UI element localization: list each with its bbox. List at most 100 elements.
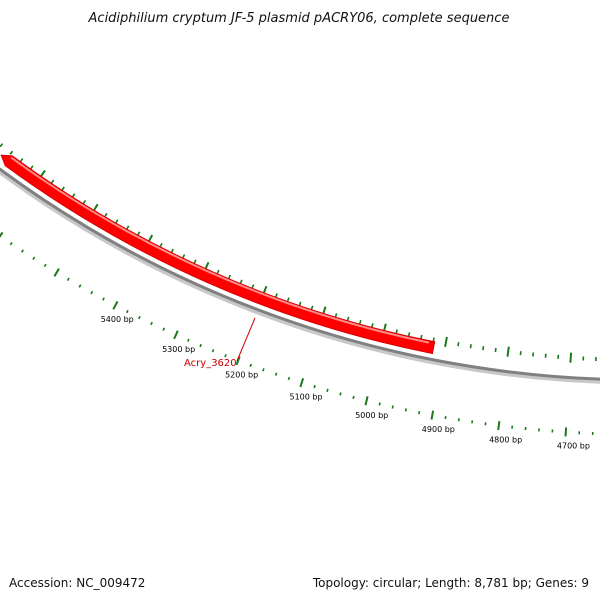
inner-tick-12: [482, 346, 485, 351]
outer-tick-18: [391, 405, 394, 409]
accession-text: Accession: NC_009472: [9, 576, 145, 590]
outer-tick-33: [199, 343, 202, 348]
inner-tick-24: [334, 313, 338, 318]
outer-tick-48: [20, 249, 24, 253]
inner-tick-16: [432, 337, 435, 342]
scale-label-5200: 5200 bp: [225, 371, 258, 380]
outer-tick-41: [102, 297, 105, 301]
inner-tick-52: [19, 158, 24, 163]
inner-tick-51: [29, 165, 34, 170]
outer-tick-ring: [0, 231, 594, 437]
inner-tick-23: [346, 316, 350, 321]
scale-label-5300: 5300 bp: [162, 345, 195, 354]
gene-acry-3620[interactable]: [0, 154, 436, 355]
outer-tick-37: [150, 321, 153, 326]
inner-tick-36: [193, 259, 197, 264]
inner-tick-15: [444, 336, 448, 347]
gene-highlight-acry-3620: [10, 156, 430, 344]
inner-tick-48: [61, 186, 65, 191]
outer-tick-40: [112, 300, 119, 310]
inner-tick-18: [407, 332, 411, 337]
outer-tick-36: [162, 327, 166, 331]
inner-tick-42: [126, 225, 130, 230]
scale-label-4700: 4700 bp: [557, 442, 590, 451]
inner-tick-14: [457, 342, 460, 347]
inner-tick-29: [274, 293, 278, 298]
inner-tick-44: [104, 212, 108, 218]
inner-tick-53: [9, 150, 14, 155]
outer-tick-34: [186, 338, 190, 342]
inner-tick-31: [251, 284, 255, 289]
inner-tick-39: [159, 243, 163, 248]
outer-tick-28: [262, 368, 265, 372]
outer-tick-43: [78, 284, 82, 288]
outer-tick-31: [224, 354, 227, 358]
inner-tick-13: [469, 344, 472, 349]
inner-tick-17: [420, 334, 423, 340]
outer-tick-35: [173, 330, 179, 340]
inner-tick-5: [569, 352, 573, 363]
outer-tick-16: [418, 410, 421, 415]
outer-tick-19: [378, 402, 381, 406]
inner-tick-19: [395, 329, 398, 334]
outer-tick-20: [364, 396, 369, 406]
inner-tick-10: [506, 346, 510, 357]
outer-tick-24: [313, 384, 316, 389]
outer-tick-50: [0, 231, 4, 238]
outer-tick-21: [352, 395, 355, 400]
outer-tick-23: [326, 388, 329, 393]
scale-label-5000: 5000 bp: [355, 411, 388, 420]
inner-tick-54: [0, 143, 4, 148]
outer-tick-22: [339, 392, 342, 396]
scale-labels: 5400 bp 5300 bp 5200 bp 5100 bp 5000 bp 4900 …: [101, 315, 590, 451]
outer-tick-13: [457, 418, 460, 422]
inner-tick-37: [182, 254, 186, 259]
gene-arrow-acry-3620[interactable]: [0, 154, 436, 355]
inner-tick-26: [310, 305, 314, 310]
outer-tick-45: [53, 268, 60, 277]
outer-tick-47: [32, 256, 36, 261]
inner-tick-21: [371, 323, 374, 328]
inner-tick-27: [298, 301, 302, 306]
inner-tick-28: [286, 297, 290, 302]
outer-tick-5: [564, 427, 568, 437]
outer-tick-12: [471, 420, 474, 424]
inner-tick-33: [228, 274, 232, 280]
outer-tick-25: [299, 378, 305, 388]
scale-label-5100: 5100 bp: [290, 393, 323, 402]
inner-tick-47: [71, 193, 76, 198]
map-title: Acidiphilium cryptum JF-5 plasmid pACRY0…: [88, 11, 510, 26]
outer-tick-17: [404, 408, 407, 412]
plasmid-backbone: [0, 167, 600, 381]
inner-tick-38: [170, 248, 174, 253]
inner-tick-41: [137, 231, 141, 236]
outer-tick-29: [249, 363, 253, 367]
inner-tick-43: [115, 219, 119, 224]
gene-label-leader: [236, 317, 256, 362]
inner-tick-32: [239, 279, 243, 284]
outer-tick-39: [125, 309, 129, 314]
outer-tick-46: [43, 263, 47, 268]
scale-label-4800: 4800 bp: [489, 435, 522, 444]
inner-tick-34: [216, 269, 220, 275]
outer-tick-32: [211, 349, 215, 353]
backbone-shadow: [0, 168, 600, 384]
outer-tick-14: [444, 415, 447, 420]
outer-tick-26: [287, 376, 291, 381]
outer-tick-10: [497, 420, 501, 431]
summary-text: Topology: circular; Length: 8,781 bp; Ge…: [312, 576, 589, 590]
outer-tick-44: [66, 277, 70, 281]
inner-tick-46: [82, 199, 87, 205]
outer-tick-27: [274, 372, 278, 376]
outer-tick-38: [137, 315, 141, 320]
inner-tick-9: [519, 351, 522, 356]
inner-tick-49: [50, 179, 55, 184]
scale-label-4900: 4900 bp: [422, 425, 455, 434]
scale-label-5400: 5400 bp: [101, 315, 134, 324]
outer-tick-42: [90, 290, 94, 295]
outer-tick-30: [235, 356, 241, 366]
inner-tick-22: [358, 319, 362, 325]
inner-tick-11: [494, 347, 497, 353]
gene-label-acry-3620[interactable]: Acry_3620: [184, 358, 237, 369]
